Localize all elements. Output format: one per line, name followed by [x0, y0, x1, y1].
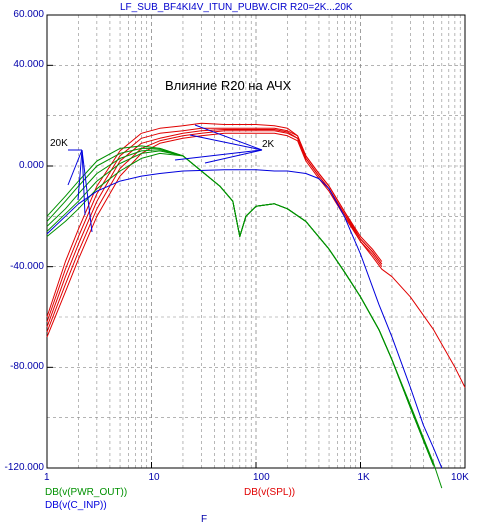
annotation-lines: [67, 124, 263, 233]
series-layer: [46, 122, 466, 489]
annotation-pointer-line: [204, 149, 263, 164]
legend-c-inp: DB(v(C_INP)): [45, 500, 107, 511]
annotation-pointer-line: [81, 149, 86, 216]
series-line-0: [46, 132, 466, 388]
y-tick-label: 40.000: [13, 59, 44, 71]
annotation-pointer-line: [67, 149, 83, 186]
annotation-pointer-line: [189, 134, 263, 151]
series-line-9: [46, 152, 434, 466]
annotation-pointer-line: [77, 149, 83, 201]
plot-frame: [46, 14, 466, 469]
y-tick-label: -120.000: [4, 462, 44, 473]
y-tick-label: -40.000: [10, 260, 44, 272]
series-line-7: [46, 149, 434, 466]
legend-pwr-out: DB(v(PWR_OUT)): [45, 487, 128, 498]
annotation-pointer-line: [194, 124, 263, 151]
x-tick-label: 10: [148, 472, 160, 483]
x-tick-label: 10K: [451, 472, 469, 483]
annotation-pointer-line: [81, 149, 93, 233]
legend-spl: DB(v(SPL)): [244, 487, 296, 498]
annotation-pointer-line: [174, 149, 263, 161]
annotation-main: Влияние R20 на АЧХ: [165, 78, 292, 93]
annotation-2k: 2K: [262, 139, 275, 150]
x-tick-label: 1K: [357, 472, 370, 483]
y-tick-label: 60.000: [13, 9, 44, 20]
y-tick-label: -80.000: [10, 361, 44, 373]
series-line-8: [46, 150, 434, 466]
x-axis-label: F: [201, 514, 208, 525]
chart-title: LF_SUB_BF4KI4V_ITUN_PUBW.CIR R20=2K...20…: [120, 2, 353, 13]
series-line-10: [46, 169, 443, 469]
x-tick-label: 100: [253, 472, 270, 483]
series-line-4: [46, 122, 383, 318]
x-tick-label: 1: [44, 472, 50, 483]
series-line-5: [46, 145, 443, 489]
y-tick-label: 0.000: [18, 160, 44, 171]
annotation-20k: 20K: [50, 138, 68, 149]
